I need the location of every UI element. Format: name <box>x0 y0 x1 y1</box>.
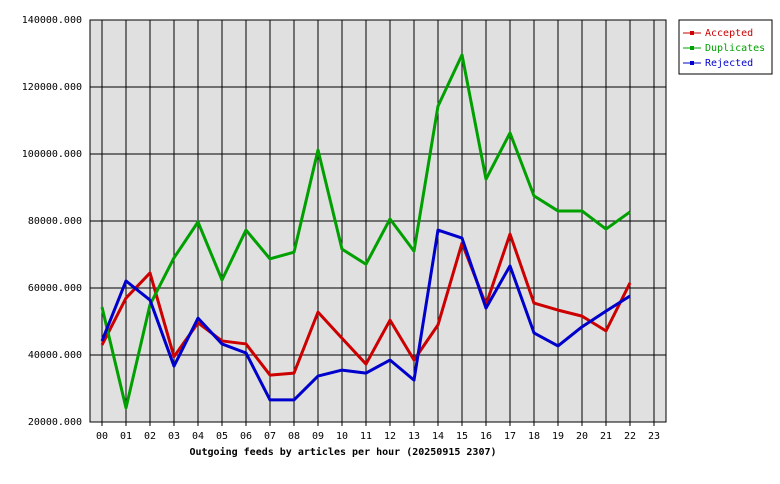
legend-label: Accepted <box>705 28 753 39</box>
legend-box <box>678 19 773 75</box>
x-tick-label: 01 <box>120 431 132 442</box>
x-tick-label: 14 <box>432 431 444 442</box>
y-tick-label: 100000.000 <box>22 149 82 160</box>
legend-marker <box>690 61 694 65</box>
x-tick-label: 03 <box>168 431 180 442</box>
x-tick-label: 05 <box>216 431 228 442</box>
series-line <box>100 228 631 402</box>
x-tick-label: 04 <box>192 431 204 442</box>
y-tick-label: 120000.000 <box>22 82 82 93</box>
x-tick-label: 13 <box>408 431 420 442</box>
x-tick-label: 15 <box>456 431 468 442</box>
x-tick-label: 02 <box>144 431 156 442</box>
y-tick-label: 20000.000 <box>28 417 82 428</box>
x-tick-label: 07 <box>264 431 276 442</box>
x-tick-label: 08 <box>288 431 300 442</box>
x-tick-label: 16 <box>480 431 492 442</box>
y-tick-label: 60000.000 <box>28 283 82 294</box>
x-tick-label: 09 <box>312 431 324 442</box>
x-tick-label: 12 <box>384 431 396 442</box>
x-tick-label: 21 <box>600 431 612 442</box>
chart-title: Outgoing feeds by articles per hour (202… <box>189 446 496 458</box>
x-tick-label: 22 <box>624 431 636 442</box>
y-tick-label: 140000.000 <box>22 15 82 26</box>
y-tick-label: 40000.000 <box>28 350 82 361</box>
x-tick-label: 23 <box>648 431 660 442</box>
x-tick-label: 19 <box>552 431 564 442</box>
legend-marker <box>690 31 694 35</box>
legend-label: Duplicates <box>705 43 765 54</box>
x-tick-label: 18 <box>528 431 540 442</box>
x-tick-label: 00 <box>96 431 108 442</box>
series-line <box>100 53 631 410</box>
x-tick-label: 20 <box>576 431 588 442</box>
y-tick-label: 80000.000 <box>28 216 82 227</box>
x-tick-label: 11 <box>360 431 372 442</box>
legend-marker <box>690 46 694 50</box>
x-tick-label: 06 <box>240 431 252 442</box>
legend-label: Rejected <box>705 58 753 69</box>
x-tick-label: 10 <box>336 431 348 442</box>
x-tick-label: 17 <box>504 431 516 442</box>
